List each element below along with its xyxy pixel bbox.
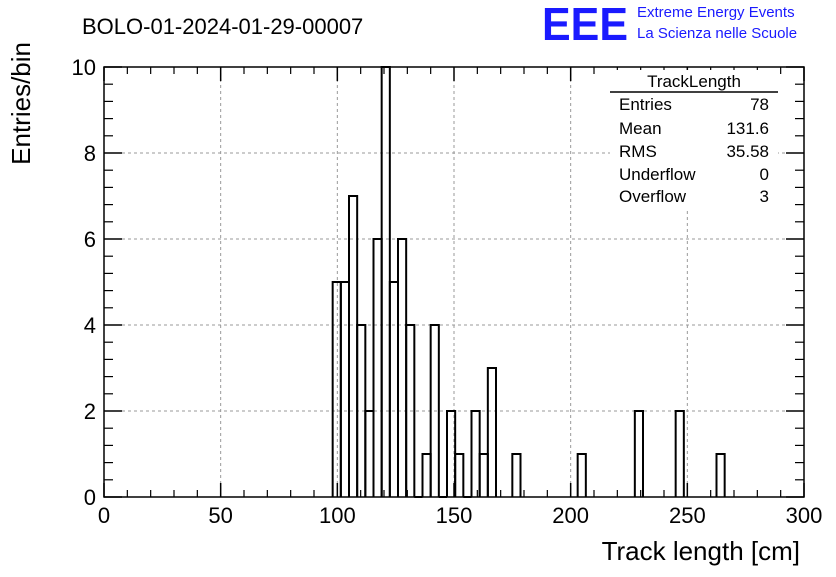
histogram-bin [674, 410, 685, 497]
x-tick-label: 100 [319, 503, 356, 528]
eee-logo: EEE Extreme Energy Events La Scienza nel… [542, 0, 797, 50]
y-tick-label: 8 [84, 141, 96, 166]
stats-box-background [610, 70, 778, 210]
histogram-bin [715, 453, 726, 497]
stats-value-rms: 35.58 [726, 142, 769, 161]
logo-line-2: La Scienza nelle Scuole [637, 25, 797, 42]
histogram-bin [486, 367, 497, 497]
chart-title: BOLO-01-2024-01-29-00007 [82, 14, 363, 39]
x-tick-label: 200 [552, 503, 589, 528]
y-tick-label: 2 [84, 399, 96, 424]
eee-logo-mark: EEE [542, 0, 628, 50]
stats-value-overflow: 3 [760, 187, 769, 206]
y-axis-label: Entries/bin [6, 42, 36, 165]
stats-box-title: TrackLength [647, 72, 741, 91]
grid-lines [104, 67, 804, 497]
stats-label-rms: RMS [619, 142, 657, 161]
x-tick-label: 50 [208, 503, 232, 528]
stats-label-mean: Mean [619, 119, 662, 138]
x-tick-label: 250 [669, 503, 706, 528]
y-tick-label: 6 [84, 227, 96, 252]
y-tick-label: 4 [84, 313, 96, 338]
x-tick-label: 300 [786, 503, 823, 528]
histogram-bin [405, 324, 416, 497]
stats-label-underflow: Underflow [619, 165, 696, 184]
stats-label-entries: Entries [619, 95, 672, 114]
histogram-bin [511, 453, 522, 497]
logo-line-1: Extreme Energy Events [637, 4, 795, 21]
x-tick-label: 0 [98, 503, 110, 528]
x-axis-label: Track length [cm] [602, 536, 800, 566]
stats-label-overflow: Overflow [619, 187, 687, 206]
stats-value-entries: 78 [750, 95, 769, 114]
y-tick-label: 0 [84, 485, 96, 510]
y-tick-label: 10 [72, 55, 96, 80]
histogram-bin [633, 410, 644, 497]
axis-ticks [103, 66, 805, 498]
stats-value-underflow: 0 [760, 165, 769, 184]
histogram-bin [576, 453, 587, 497]
stats-box: TrackLength Entries 78 Mean 131.6 RMS 35… [610, 70, 778, 210]
histogram-bin [429, 324, 440, 497]
x-tick-label: 150 [436, 503, 473, 528]
histogram-bin [454, 453, 465, 497]
stats-value-mean: 131.6 [726, 119, 769, 138]
tick-labels: 0 50 100 150 200 250 300 0 2 4 6 8 10 [72, 55, 823, 528]
